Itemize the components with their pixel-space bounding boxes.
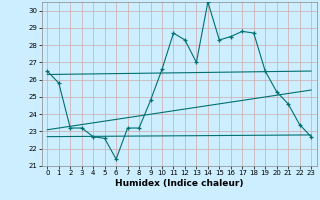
X-axis label: Humidex (Indice chaleur): Humidex (Indice chaleur)	[115, 179, 244, 188]
